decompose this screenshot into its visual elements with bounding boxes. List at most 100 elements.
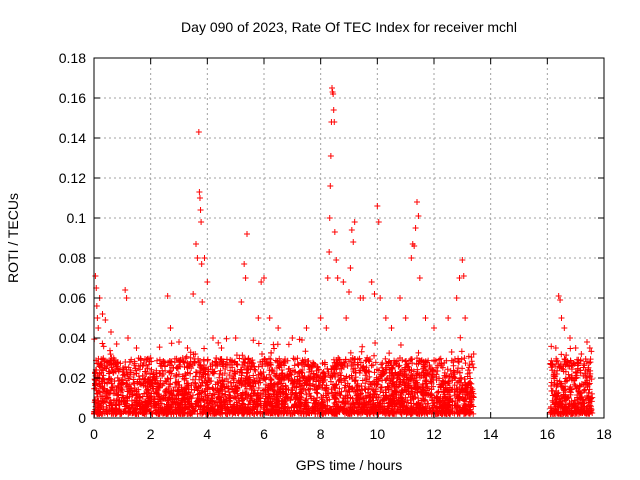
data-point	[577, 383, 584, 390]
data-point	[199, 379, 206, 386]
data-point	[370, 402, 377, 409]
data-point	[547, 409, 554, 416]
data-point	[184, 369, 191, 376]
data-point	[370, 391, 377, 398]
data-point	[391, 403, 398, 410]
data-point	[191, 379, 198, 386]
data-point	[571, 410, 578, 417]
data-point	[562, 375, 569, 382]
data-point	[440, 378, 447, 385]
data-point	[177, 356, 184, 363]
data-point	[574, 385, 581, 392]
data-point	[153, 410, 160, 417]
data-point	[347, 265, 354, 271]
data-point	[196, 189, 203, 195]
data-point	[113, 402, 120, 409]
data-point	[422, 315, 429, 321]
data-point	[173, 364, 180, 371]
data-point	[367, 381, 374, 388]
data-point	[556, 363, 563, 370]
data-point	[429, 374, 436, 381]
data-point	[255, 398, 262, 405]
data-point	[398, 395, 405, 402]
data-point	[133, 388, 140, 395]
data-point	[221, 398, 228, 405]
data-point	[144, 365, 151, 372]
data-point	[351, 219, 358, 225]
data-point	[304, 409, 311, 416]
data-point	[176, 339, 182, 345]
data-point	[144, 395, 151, 402]
data-point	[168, 340, 175, 347]
data-point	[326, 215, 333, 221]
data-point	[393, 372, 400, 379]
data-point	[230, 379, 237, 386]
data-point	[115, 366, 122, 373]
data-point	[354, 383, 361, 390]
data-point	[175, 395, 182, 402]
data-point	[124, 377, 131, 384]
data-point	[145, 389, 152, 396]
data-point	[106, 402, 113, 409]
data-point	[323, 325, 330, 331]
data-point	[416, 275, 423, 281]
data-point	[235, 394, 242, 401]
data-point	[459, 257, 466, 263]
data-point	[561, 355, 568, 362]
data-point	[218, 345, 225, 351]
data-point	[175, 386, 182, 393]
data-point	[194, 255, 201, 261]
data-point	[467, 388, 474, 395]
data-point	[581, 400, 588, 407]
data-point	[333, 257, 340, 263]
data-point	[173, 379, 180, 386]
data-point	[132, 365, 139, 372]
data-point	[552, 345, 559, 351]
data-point	[106, 347, 113, 354]
data-point	[181, 409, 188, 416]
data-point	[566, 385, 573, 392]
data-point	[277, 375, 284, 382]
data-point	[112, 401, 119, 408]
data-point	[192, 407, 199, 414]
data-point	[281, 358, 288, 365]
data-point	[232, 370, 239, 377]
data-point	[281, 403, 288, 410]
data-point	[148, 380, 155, 387]
data-point	[210, 369, 217, 376]
data-point	[219, 390, 226, 397]
data-point	[309, 404, 316, 411]
data-point	[167, 358, 174, 365]
data-point	[188, 382, 195, 389]
data-point	[218, 382, 225, 389]
data-point	[307, 385, 314, 392]
data-point	[349, 361, 356, 368]
data-point	[156, 383, 163, 390]
data-point	[145, 401, 152, 408]
data-point	[586, 405, 593, 412]
data-point	[160, 371, 167, 378]
data-point	[275, 325, 282, 331]
data-point	[558, 351, 565, 358]
data-point	[311, 408, 318, 415]
data-point	[192, 373, 199, 380]
data-point	[275, 404, 282, 411]
data-point	[130, 376, 137, 383]
data-point	[411, 243, 418, 249]
data-point	[329, 389, 336, 396]
data-point	[239, 352, 246, 359]
data-point	[176, 361, 183, 368]
x-tick-label: 4	[203, 426, 211, 442]
data-point	[148, 366, 155, 373]
data-point	[433, 373, 440, 380]
data-point	[462, 360, 469, 367]
data-point	[450, 362, 457, 369]
data-point	[332, 363, 339, 370]
data-point	[121, 397, 128, 404]
data-point	[574, 394, 581, 401]
data-point	[581, 362, 588, 369]
data-point	[180, 405, 187, 412]
data-point	[439, 395, 446, 402]
data-point	[262, 388, 269, 395]
data-point	[275, 362, 282, 369]
